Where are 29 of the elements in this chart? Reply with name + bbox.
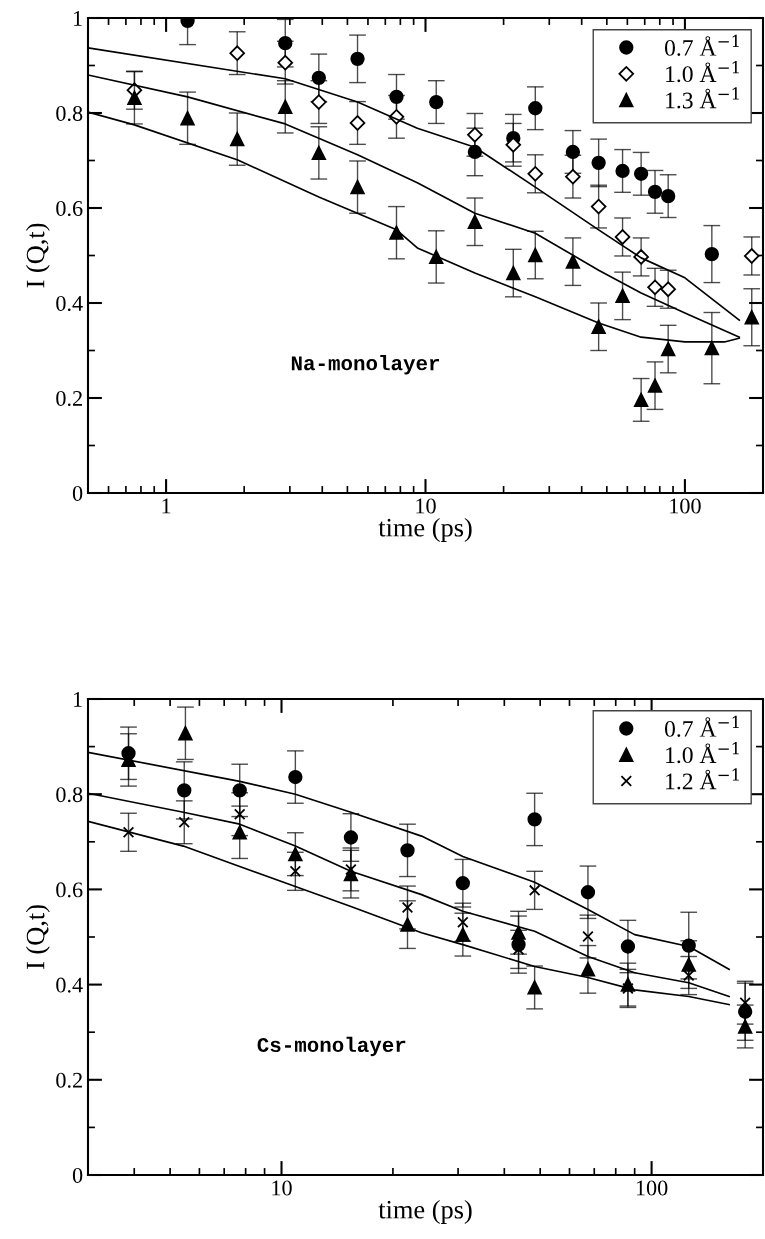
y-tick-label: 0.6 (56, 882, 83, 898)
y-tick-label: 0.4 (56, 295, 83, 312)
y-tick-label: 0.2 (56, 390, 82, 407)
y-axis-title: I (Q,t) (25, 223, 50, 288)
x-tick-label: 10 (272, 1180, 292, 1196)
y-axis-title: I (Q,t) (25, 905, 50, 970)
y-tick-label: 1 (73, 11, 82, 26)
x-tick-label: 10 (416, 498, 436, 514)
y-tick-label: 0 (72, 1167, 83, 1183)
y-tick-label: 0.8 (56, 787, 83, 803)
legend-label: 0.7 Å$^{−1}$ (664, 34, 739, 56)
x-axis-title: time (ps) (378, 518, 472, 542)
annotation: Cs-monolayer (257, 1036, 406, 1057)
y-tick-label: 0 (72, 485, 83, 501)
legend-label: 0.7 Å$^{−1}$ (664, 715, 739, 737)
y-tick-label: 0.4 (56, 977, 83, 993)
y-tick-label: 0.2 (56, 1072, 82, 1088)
x-tick-label: 100 (636, 1180, 668, 1196)
x-tick-label: 1 (162, 498, 171, 514)
y-tick-label: 0.8 (56, 105, 83, 122)
annotation: Na-monolayer (291, 355, 440, 375)
x-axis-title: time (ps) (378, 1200, 472, 1224)
legend-label: 1.3 Å$^{−1}$ (666, 87, 739, 109)
y-tick-label: 0.6 (56, 200, 83, 217)
x-tick-label: 100 (670, 498, 701, 514)
legend-label: 1.0 Å$^{−1}$ (666, 742, 739, 764)
y-tick-label: 1 (73, 692, 82, 707)
legend-label: 1.0 Å$^{−1}$ (666, 61, 739, 83)
legend-label: 1.2 Å$^{−1}$ (666, 768, 739, 790)
